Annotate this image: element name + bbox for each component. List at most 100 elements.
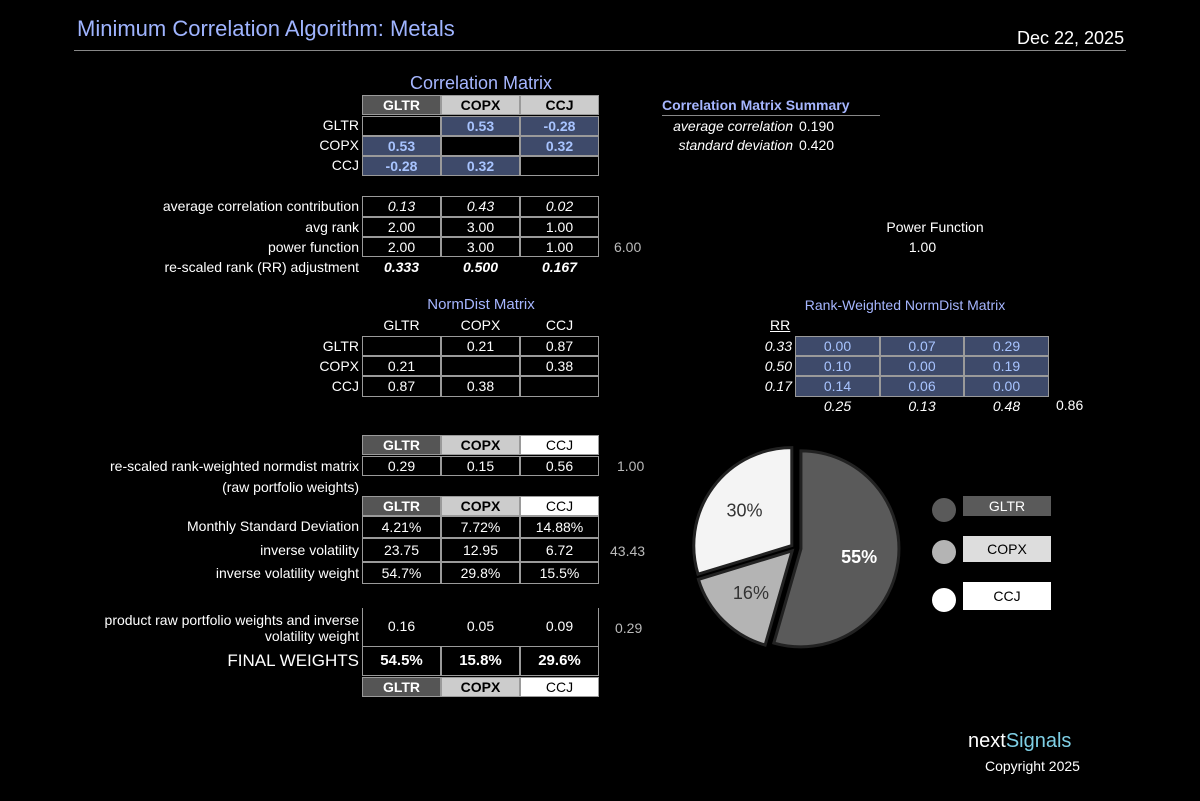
legend-label-gltr: GLTR — [963, 496, 1051, 516]
rw-cell: 0.00 — [795, 336, 880, 356]
product-label: product raw portfolio weights and invers… — [104, 612, 359, 628]
normdist-row-label: CCJ — [331, 378, 359, 394]
legend-swatch-ccj — [932, 588, 956, 612]
normdist-row-label: GLTR — [322, 338, 359, 354]
stat-cell: 3.00 — [441, 217, 520, 237]
brand-text-signals: Signals — [1005, 730, 1072, 752]
brand-text-next: next — [968, 730, 1006, 752]
weights-col-header: COPX — [441, 435, 520, 455]
stat-cell: 0.500 — [462, 259, 499, 275]
rw-total: 0.86 — [1056, 397, 1084, 413]
legend-swatch-gltr — [932, 498, 956, 522]
rr-value: 0.17 — [764, 378, 792, 394]
summary-std-value: 0.420 — [799, 137, 835, 153]
copyright: Copyright 2025 — [985, 758, 1080, 774]
raw-weights-label: re-scaled rank-weighted normdist matrix — [110, 458, 359, 474]
product-border — [362, 608, 363, 646]
raw-weight-cell: 0.15 — [441, 456, 520, 476]
legend-swatch-copx — [932, 540, 956, 564]
weights-pie-chart: 55% 16% 30% — [692, 446, 901, 649]
rw-cell: 0.00 — [880, 356, 964, 376]
invvol-cell: 23.75 — [362, 538, 441, 562]
pie-slice-gltr — [772, 449, 901, 649]
std-cell: 7.72% — [441, 516, 520, 538]
normdist-cell — [441, 356, 520, 376]
raw-weights-sub-label: (raw portfolio weights) — [222, 479, 359, 495]
weights-col-header: GLTR — [362, 496, 441, 516]
summary-avg-label: average correlation — [673, 118, 793, 134]
normdist-cell — [362, 336, 441, 356]
corr-cell — [441, 136, 520, 156]
stat-label: power function — [267, 239, 359, 255]
rw-col-sum: 0.48 — [992, 398, 1021, 414]
pie-label-copx: 16% — [733, 583, 769, 603]
pie-label-gltr: 55% — [841, 547, 877, 567]
normdist-row-label: COPX — [319, 358, 359, 374]
report-date: Dec 22, 2025 — [1017, 28, 1125, 48]
final-col-header: CCJ — [520, 677, 599, 697]
rw-cell: 0.14 — [795, 376, 880, 397]
final-col-header: COPX — [441, 677, 520, 697]
stat-cell: 0.43 — [441, 196, 520, 217]
rw-cell: 0.29 — [964, 336, 1049, 356]
stat-cell: 1.00 — [520, 217, 599, 237]
final-weight-cell: 54.5% — [362, 646, 441, 676]
corr-col-header-ccj: CCJ — [520, 95, 599, 115]
normdist-cell: 0.21 — [441, 336, 520, 356]
product-label: volatility weight — [264, 628, 359, 644]
std-cell: 4.21% — [362, 516, 441, 538]
invvol-cell: 12.95 — [441, 538, 520, 562]
corr-row-label: CCJ — [331, 157, 359, 173]
raw-weights-total: 1.00 — [617, 458, 645, 474]
corr-row-label: GLTR — [322, 117, 359, 133]
stat-label: re-scaled rank (RR) adjustment — [164, 259, 359, 275]
stat-cell: 1.00 — [520, 237, 599, 257]
invvol-label: inverse volatility — [260, 542, 359, 558]
final-weight-cell: 29.6% — [520, 646, 599, 676]
final-col-header: GLTR — [362, 677, 441, 697]
weights-col-header: CCJ — [520, 435, 599, 455]
summary-title: Correlation Matrix Summary — [662, 97, 850, 113]
stat-cell: 3.00 — [441, 237, 520, 257]
normdist-cell: 0.38 — [441, 376, 520, 397]
weights-col-header: CCJ — [520, 496, 599, 516]
rr-header: RR — [770, 317, 791, 333]
corr-cell: -0.28 — [362, 156, 441, 176]
corr-cell — [362, 116, 441, 136]
stat-cell: 0.167 — [541, 259, 578, 275]
summary-std-label: standard deviation — [678, 137, 793, 153]
corr-row-label: COPX — [319, 137, 359, 153]
normdist-cell: 0.87 — [362, 376, 441, 397]
std-label: Monthly Standard Deviation — [187, 518, 359, 534]
rr-value: 0.50 — [764, 358, 792, 374]
weights-col-header: COPX — [441, 496, 520, 516]
power-function-label: Power Function — [886, 219, 984, 235]
normdist-col-header: COPX — [460, 317, 501, 333]
corr-cell: 0.32 — [520, 136, 599, 156]
raw-weight-cell: 0.29 — [362, 456, 441, 476]
product-cell: 0.16 — [387, 618, 416, 634]
invw-cell: 15.5% — [520, 562, 599, 584]
summary-underline — [662, 115, 880, 116]
normdist-cell: 0.21 — [362, 356, 441, 376]
correlation-matrix-title: Correlation Matrix — [409, 73, 553, 93]
product-total: 0.29 — [615, 620, 643, 636]
rr-value: 0.33 — [764, 338, 792, 354]
rw-cell: 0.06 — [880, 376, 964, 397]
invvol-total: 43.43 — [610, 543, 646, 559]
rw-col-sum: 0.25 — [823, 398, 852, 414]
page-title: Minimum Correlation Algorithm: Metals — [77, 16, 455, 41]
pie-label-ccj: 30% — [727, 501, 763, 521]
rw-cell: 0.10 — [795, 356, 880, 376]
std-cell: 14.88% — [520, 516, 599, 538]
invw-label: inverse volatility weight — [215, 565, 359, 581]
rank-weighted-title: Rank-Weighted NormDist Matrix — [804, 297, 1006, 313]
power-function-total: 6.00 — [614, 239, 642, 255]
invw-cell: 29.8% — [441, 562, 520, 584]
normdist-cell: 0.87 — [520, 336, 599, 356]
stat-cell: 0.333 — [383, 259, 420, 275]
corr-cell: 0.53 — [441, 116, 520, 136]
rw-cell: 0.19 — [964, 356, 1049, 376]
normdist-col-header: GLTR — [383, 317, 420, 333]
normdist-cell — [520, 376, 599, 397]
